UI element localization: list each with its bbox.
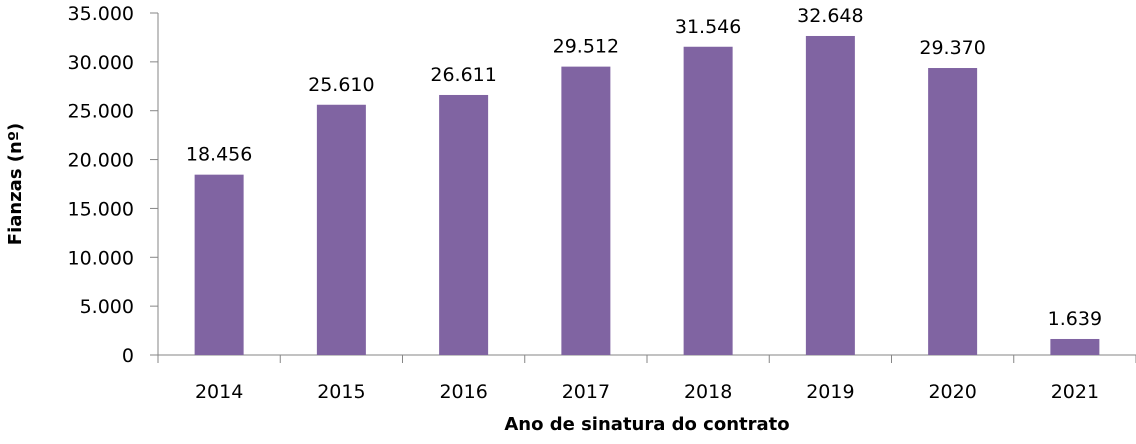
x-axis: 2014 2015 2016 2017 2018 2019 2020 2021: [157, 354, 1136, 403]
y-tick-label: 35.000: [68, 3, 134, 25]
y-tick-label: 5.000: [80, 296, 134, 318]
y-tick-label: 20.000: [68, 150, 134, 172]
x-tick-label: 2017: [562, 381, 610, 403]
y-tick-label: 10.000: [68, 247, 134, 269]
data-label-2021: 1.639: [1048, 308, 1102, 330]
bar-2016: [439, 94, 489, 356]
bar-2018: [683, 46, 733, 355]
bar-2015: [316, 104, 366, 355]
data-label-2019: 32.648: [797, 5, 863, 27]
bar-2017: [561, 66, 611, 355]
bars: [194, 35, 1100, 356]
data-label-2018: 31.546: [675, 16, 741, 38]
bar-2019: [805, 35, 855, 356]
bar-2021: [1050, 338, 1100, 355]
x-tick-label: 2019: [806, 381, 854, 403]
x-tick-label: 2016: [439, 381, 487, 403]
data-label-2015: 25.610: [308, 74, 374, 96]
x-axis-title: Ano de sinatura do contrato: [504, 414, 789, 435]
bar-2020: [928, 68, 978, 355]
x-tick-label: 2015: [317, 381, 365, 403]
x-tick-label: 2014: [195, 381, 243, 403]
data-label-2017: 29.512: [553, 36, 619, 58]
y-tick-label: 15.000: [68, 198, 134, 220]
y-tick-label: 0: [122, 345, 134, 367]
y-axis-title: Fianzas (nº): [5, 123, 26, 245]
data-label-2016: 26.611: [430, 64, 496, 86]
x-tick-label: 2020: [928, 381, 976, 403]
y-tick-label: 30.000: [68, 52, 134, 74]
bar-2014: [194, 174, 244, 355]
data-label-2020: 29.370: [919, 37, 985, 59]
data-label-2014: 18.456: [186, 144, 252, 166]
y-axis: 0 5.000 10.000 15.000 20.000 25.000 30.000 35.0…: [68, 3, 159, 367]
x-tick-label: 2018: [684, 381, 732, 403]
data-labels: 18.456 25.610 26.611 29.512 31.546 32.648 29.3…: [186, 5, 1102, 330]
y-tick-label: 25.000: [68, 101, 134, 123]
x-tick-label: 2021: [1051, 381, 1099, 403]
